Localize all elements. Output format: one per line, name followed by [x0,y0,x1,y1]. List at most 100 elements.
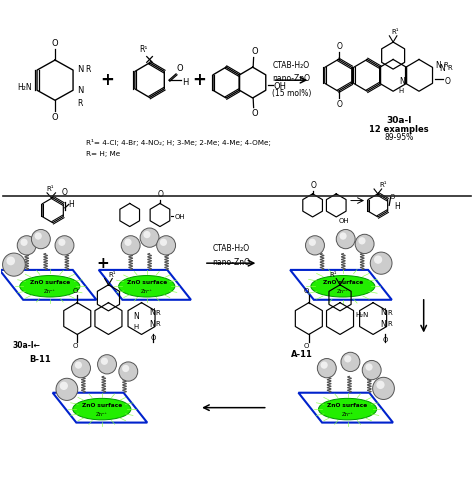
Circle shape [160,239,167,246]
Ellipse shape [319,398,377,420]
Circle shape [318,358,336,378]
Circle shape [20,239,27,246]
Text: R: R [447,65,452,71]
Text: ZnO surface: ZnO surface [323,280,363,285]
Circle shape [55,236,74,255]
Text: +: + [192,71,206,89]
Ellipse shape [311,275,375,297]
Text: (15 mol%): (15 mol%) [272,89,311,98]
Text: O: O [389,194,394,199]
Circle shape [124,239,132,246]
Text: O: O [158,190,164,199]
Text: H₂N: H₂N [355,312,368,318]
Text: N: N [149,320,155,329]
Circle shape [17,236,36,255]
Text: OH: OH [338,218,349,225]
Text: OH: OH [273,82,286,91]
Text: R: R [387,310,392,316]
Text: CTAB-H₂O: CTAB-H₂O [212,243,250,253]
Circle shape [374,256,382,264]
Text: ZnO surface: ZnO surface [127,280,167,285]
Text: R: R [387,321,392,327]
Text: O: O [176,64,182,73]
Text: O: O [304,343,309,349]
Ellipse shape [20,275,80,297]
Text: R: R [77,99,82,108]
Circle shape [60,382,68,390]
Text: O: O [72,343,78,349]
Circle shape [320,361,328,369]
Circle shape [56,378,78,400]
Text: ZnO surface: ZnO surface [82,403,122,408]
Circle shape [358,237,365,244]
Circle shape [339,232,346,240]
Circle shape [341,352,360,371]
Text: 30a-l: 30a-l [386,116,412,125]
Text: O: O [52,39,58,47]
Text: O: O [52,113,58,122]
Circle shape [370,252,392,274]
Text: N: N [439,64,445,72]
Text: R¹: R¹ [392,29,399,35]
Text: R: R [156,310,161,316]
Text: O: O [252,47,258,56]
Text: R: R [156,321,161,327]
Text: H: H [394,202,400,211]
Text: O: O [336,42,342,51]
Text: O: O [445,77,451,85]
Circle shape [101,357,108,365]
Text: ZnO surface: ZnO surface [30,280,70,285]
Text: N: N [399,77,405,86]
Text: H: H [68,200,73,209]
Text: Zn²⁺: Zn²⁺ [44,289,56,294]
Circle shape [143,231,151,238]
Text: N: N [149,308,155,317]
Circle shape [58,239,65,246]
Circle shape [98,355,117,374]
Text: H: H [182,78,189,87]
Circle shape [306,236,324,255]
Ellipse shape [73,398,131,420]
Text: nano-ZnO: nano-ZnO [273,74,310,83]
Circle shape [75,361,82,369]
Text: N: N [435,61,441,70]
Circle shape [31,229,50,249]
Circle shape [2,253,25,276]
Text: O: O [304,288,309,294]
Text: N: N [77,65,83,73]
Circle shape [365,363,373,370]
Circle shape [309,239,316,246]
Text: A-11: A-11 [292,350,313,359]
Text: R¹: R¹ [108,271,116,278]
Text: +: + [100,71,114,89]
Text: R: R [443,62,447,69]
Text: R¹: R¹ [46,186,54,192]
Text: R¹: R¹ [329,271,337,278]
Text: H: H [134,325,139,330]
Text: O: O [336,100,342,109]
Text: O: O [382,337,388,343]
Circle shape [121,236,140,255]
Text: O: O [310,181,316,190]
Circle shape [355,234,374,254]
Ellipse shape [118,275,175,297]
Text: R¹= 4-Cl; 4-Br; 4-NO₂; H; 3-Me; 2-Me; 4-Me; 4-OMe;: R¹= 4-Cl; 4-Br; 4-NO₂; H; 3-Me; 2-Me; 4-… [86,139,271,146]
Circle shape [35,232,42,240]
Text: O: O [151,335,156,341]
Text: R= H; Me: R= H; Me [86,151,120,157]
Circle shape [336,229,355,249]
Text: +: + [96,256,109,270]
Text: O: O [72,288,78,294]
Text: Zn²⁺: Zn²⁺ [141,289,153,294]
Text: R¹: R¹ [380,182,387,188]
Circle shape [72,358,91,378]
Circle shape [119,362,138,381]
Text: H: H [399,88,404,94]
Text: Zn²⁺: Zn²⁺ [337,289,349,294]
Text: 12 examples: 12 examples [369,125,429,134]
Circle shape [140,228,159,247]
Text: O: O [252,109,258,118]
Text: 89-95%: 89-95% [384,133,414,142]
Text: N: N [381,320,386,329]
Text: ZnO surface: ZnO surface [328,403,368,408]
